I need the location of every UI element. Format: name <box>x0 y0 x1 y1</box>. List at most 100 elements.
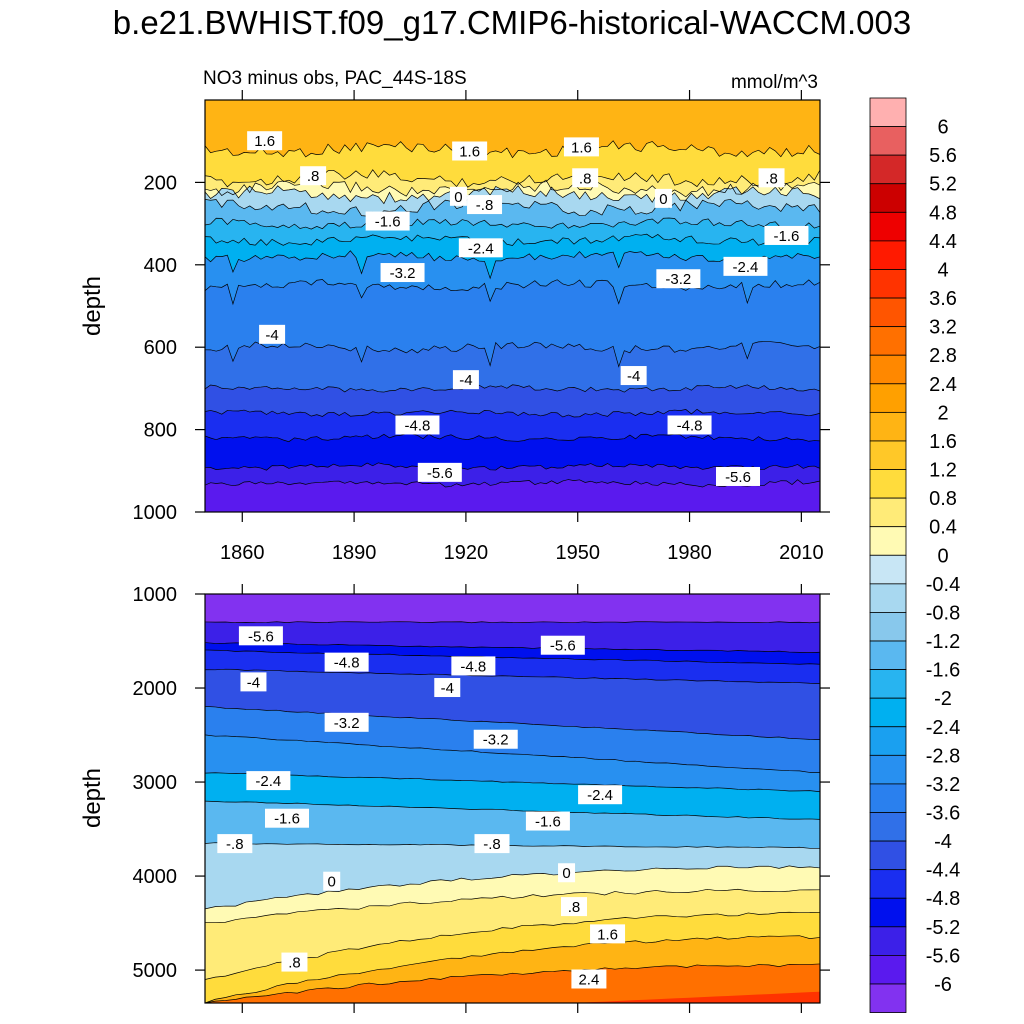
colorbar-box <box>869 897 907 928</box>
svg-text:-1.6: -1.6 <box>375 214 401 231</box>
upper-y-tick-label: 400 <box>144 255 177 277</box>
lower-band <box>205 889 820 980</box>
svg-text:0: 0 <box>562 865 570 882</box>
upper-contour-label: .8 <box>572 168 599 188</box>
colorbar-label: 0 <box>937 545 948 567</box>
colorbar-label: -2.8 <box>926 745 960 767</box>
upper-contour-label: -1.6 <box>764 225 809 245</box>
colorbar-box <box>869 354 907 385</box>
upper-contour-label: -.8 <box>467 195 503 215</box>
lower-band <box>205 912 820 1003</box>
svg-text:-4.8: -4.8 <box>334 655 360 672</box>
svg-text:1.6: 1.6 <box>459 144 480 161</box>
upper-band <box>205 100 820 158</box>
lower-contour-label: -.8 <box>474 834 510 854</box>
lower-x-axis <box>241 584 802 1013</box>
upper-band <box>205 140 820 188</box>
upper-contour-lines <box>205 140 820 512</box>
svg-text:-4: -4 <box>265 327 278 344</box>
svg-text:-4: -4 <box>441 680 454 697</box>
lower-contour-line <box>205 772 820 793</box>
lower-contour-label: 0 <box>558 863 576 883</box>
colorbar-label: 0.4 <box>929 517 957 539</box>
upper-contour-label: 0 <box>449 186 467 206</box>
svg-text:-3.2: -3.2 <box>665 271 691 288</box>
lower-panel: -5.6 -5.6 -4.8 -4.8 -4 -4 -3.2 -3.2 -2.4 -2.4 -1.6… <box>79 584 830 1013</box>
svg-text:-4.8: -4.8 <box>677 417 703 434</box>
colorbar-box <box>869 612 907 642</box>
upper-x-tick-label: 2010 <box>779 542 824 564</box>
lower-band <box>205 801 820 849</box>
upper-contour-line <box>205 250 820 280</box>
svg-text:-.8: -.8 <box>226 836 244 853</box>
svg-text:-2.4: -2.4 <box>468 240 494 257</box>
upper-band <box>205 409 820 442</box>
lower-contour-label: 1.6 <box>590 924 626 944</box>
colorbar-label: 4.8 <box>929 202 957 224</box>
lower-contour-line <box>205 865 820 910</box>
colorbar-box <box>869 269 907 299</box>
svg-text:-.8: -.8 <box>483 836 501 853</box>
svg-text:2.4: 2.4 <box>578 971 599 988</box>
colorbar-box <box>869 411 907 442</box>
colorbar-label: -4 <box>934 831 952 853</box>
svg-text:-3.2: -3.2 <box>334 715 360 732</box>
colorbar-box <box>869 554 907 585</box>
colorbar-label: -0.4 <box>926 574 960 596</box>
colorbar-label: -5.2 <box>926 917 960 939</box>
colorbar-label: -2.4 <box>926 717 960 739</box>
colorbar-box <box>869 526 907 556</box>
lower-y-tick-label: 4000 <box>133 866 178 888</box>
lower-contour-lines <box>205 621 820 1003</box>
lower-y-axis: 1000 2000 3000 4000 5000 <box>133 584 830 982</box>
svg-text:-2.4: -2.4 <box>587 787 613 804</box>
colorbar-label: -1.6 <box>926 660 960 682</box>
upper-contour-label: -4.8 <box>395 415 440 435</box>
lower-contour-label: -5.6 <box>540 635 585 655</box>
upper-band <box>205 384 820 417</box>
lower-band <box>205 963 820 1003</box>
colorbar-label: -4.4 <box>926 860 960 882</box>
svg-text:-5.6: -5.6 <box>427 465 453 482</box>
lower-band <box>205 991 820 1003</box>
upper-y-tick-label: 600 <box>144 337 177 359</box>
upper-y-axis: 200 400 600 800 1000 <box>133 172 830 524</box>
lower-contour-line <box>205 935 820 1003</box>
colorbar-box <box>869 983 907 1013</box>
lower-contour-label: -.8 <box>217 834 253 854</box>
colorbar-label: -5.6 <box>926 945 960 967</box>
colorbar-box <box>869 726 907 756</box>
lower-band <box>205 772 820 820</box>
lower-contour-line <box>205 911 820 980</box>
lower-contour-line <box>205 800 820 820</box>
colorbar-label: -6 <box>934 974 952 996</box>
colorbar-label: 2 <box>937 402 948 424</box>
upper-contour-labels: 1.6 1.6 1.6 .8 .8 .8 0 0 -.8 -1.6 -1.6 -2.4 -2.4 -3.2… <box>247 131 809 486</box>
colorbar-label: 4 <box>937 259 948 281</box>
lower-contour-line <box>205 734 820 773</box>
colorbar-box <box>869 469 907 499</box>
colorbar-label: -3.2 <box>926 774 960 796</box>
svg-text:1.6: 1.6 <box>571 139 592 156</box>
upper-contour-label: .8 <box>300 166 327 186</box>
colorbar-label: -1.2 <box>926 631 960 653</box>
svg-text:.8: .8 <box>307 168 320 185</box>
lower-contour-label: -4 <box>240 672 267 692</box>
colorbar: 6 5.6 5.2 4.8 4.4 4 3.6 3.2 2.8 2.4 2 1.6 1.2 0.8 0.4 0… <box>869 97 960 1013</box>
colorbar-box <box>869 383 907 413</box>
svg-text:-1.6: -1.6 <box>274 811 300 828</box>
lower-contour-fill <box>205 594 820 1003</box>
upper-contour-line <box>205 341 820 368</box>
upper-band <box>205 479 820 512</box>
upper-panel: 1.6 1.6 1.6 .8 .8 .8 0 0 -.8 -1.6 -1.6 -2.4 -2.4 -3.2… <box>79 90 830 564</box>
colorbar-box <box>869 326 907 356</box>
lower-band <box>205 642 820 665</box>
upper-contour-line <box>205 140 820 159</box>
svg-text:-3.2: -3.2 <box>483 732 509 749</box>
upper-contour-label: -5.6 <box>716 466 760 486</box>
colorbar-label: 2.4 <box>929 374 957 396</box>
lower-y-tick-label: 1000 <box>133 584 178 606</box>
lower-contour-label: 0 <box>323 871 341 891</box>
upper-band <box>205 179 820 204</box>
svg-text:-5.6: -5.6 <box>248 628 274 645</box>
